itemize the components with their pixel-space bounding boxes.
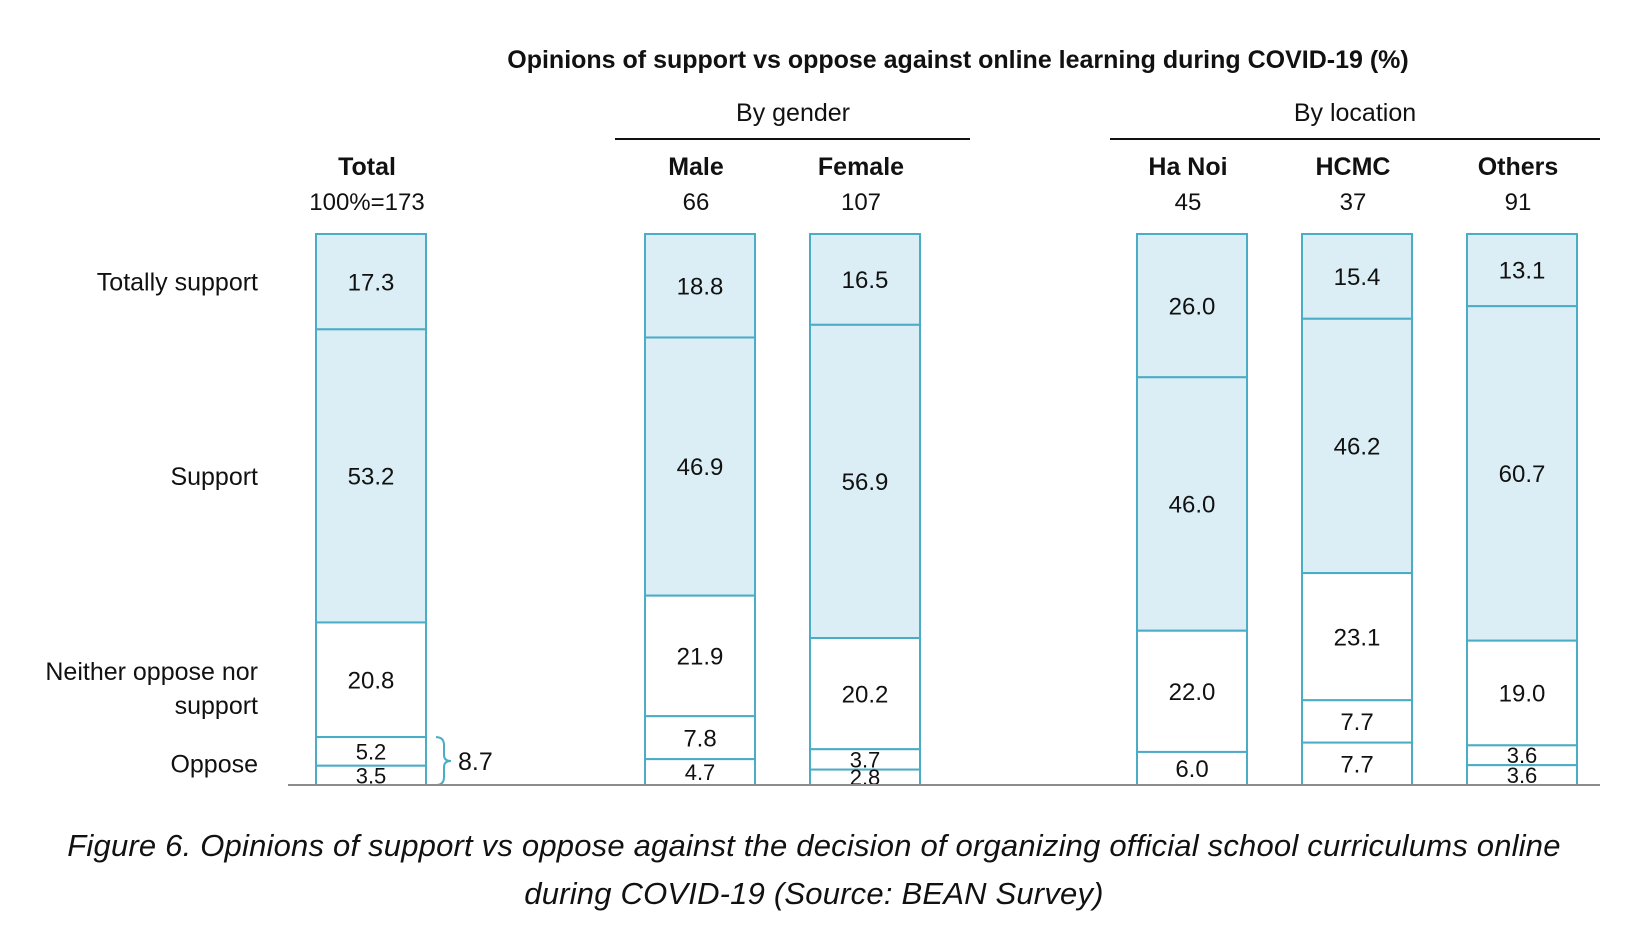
bar-male-totally-support	[644, 233, 756, 339]
bar-hcmc-totally-oppose	[1301, 741, 1413, 786]
bar-male-support	[644, 336, 756, 597]
row-label-neither-oppose-nor: Neither oppose nor	[45, 658, 258, 686]
category-name-others: Others	[1478, 153, 1559, 181]
category-n-ha-noi: 45	[1175, 189, 1202, 216]
label-hcmc-totally-support: 15.4	[1334, 264, 1381, 291]
category-n-total: 100%=173	[309, 189, 424, 216]
label-total-neither-oppose-nor-support: 20.8	[348, 667, 395, 694]
row-label-support: Support	[170, 463, 258, 491]
category-headers: Total 100%=173 Male 66 Female 107 Ha Noi 45 HCMC…	[309, 153, 1558, 216]
category-name-ha-noi: Ha Noi	[1148, 153, 1227, 181]
label-ha-noi-totally-oppose: 6.0	[1175, 756, 1208, 783]
label-female-support: 56.9	[842, 469, 889, 496]
category-name-male: Male	[668, 153, 724, 181]
bar-total-neither-oppose-nor-support	[315, 621, 427, 739]
bar-female-totally-support	[809, 233, 921, 326]
bars: 17.353.220.85.23.518.846.921.97.84.716.5…	[315, 233, 1578, 790]
bar-total-support	[315, 328, 427, 624]
category-n-male: 66	[683, 189, 710, 216]
row-label-support: support	[175, 692, 258, 720]
category-name-female: Female	[818, 153, 904, 181]
row-label-oppose: Oppose	[170, 750, 258, 778]
chart-title: Opinions of support vs oppose against on…	[507, 46, 1408, 74]
label-ha-noi-totally-support: 26.0	[1169, 293, 1216, 320]
label-others-totally-oppose: 3.6	[1507, 763, 1538, 788]
label-ha-noi-support: 46.0	[1169, 492, 1216, 519]
caption-line-2: during COVID-19 (Source: BEAN Survey)	[524, 876, 1104, 911]
bar-male-neither-oppose-nor-support	[644, 594, 756, 718]
label-female-totally-oppose: 2.8	[850, 765, 881, 790]
bar-total-totally-support	[315, 233, 427, 331]
label-male-oppose: 7.8	[683, 725, 716, 752]
brace-total	[435, 736, 452, 786]
label-female-totally-support: 16.5	[842, 267, 889, 294]
label-ha-noi-neither-oppose-nor-support: 22.0	[1169, 679, 1216, 706]
label-male-support: 46.9	[677, 454, 724, 481]
category-name-hcmc: HCMC	[1316, 153, 1391, 181]
bar-ha-noi-totally-oppose	[1136, 750, 1248, 787]
bar-others-support	[1466, 305, 1578, 642]
caption-line-1: Figure 6. Opinions of support vs oppose …	[67, 828, 1561, 863]
bar-others-totally-support	[1466, 233, 1578, 308]
category-name-total: Total	[338, 153, 396, 181]
label-hcmc-oppose: 7.7	[1340, 709, 1373, 736]
annotations: 8.7	[435, 736, 493, 786]
label-female-neither-oppose-nor-support: 20.2	[842, 681, 889, 708]
bar-male-oppose	[644, 715, 756, 761]
row-label-totally-support: Totally support	[97, 269, 258, 297]
label-male-totally-oppose: 4.7	[685, 760, 716, 785]
label-total-totally-support: 17.3	[348, 269, 395, 296]
label-others-support: 60.7	[1499, 461, 1546, 488]
group-label-location: By location	[1294, 99, 1416, 127]
bar-hcmc-oppose	[1301, 699, 1413, 744]
label-male-neither-oppose-nor-support: 21.9	[677, 644, 724, 671]
bar-female-support	[809, 323, 921, 640]
label-hcmc-totally-oppose: 7.7	[1340, 751, 1373, 778]
category-n-others: 91	[1505, 189, 1532, 216]
bar-total-oppose	[315, 736, 427, 767]
label-others-totally-support: 13.1	[1499, 258, 1546, 285]
label-total-support: 53.2	[348, 464, 395, 491]
bar-hcmc-neither-oppose-nor-support	[1301, 572, 1413, 702]
bar-ha-noi-totally-support	[1136, 233, 1248, 379]
bar-ha-noi-neither-oppose-nor-support	[1136, 629, 1248, 753]
bar-others-neither-oppose-nor-support	[1466, 639, 1578, 747]
brace-label-total: 8.7	[458, 748, 493, 776]
label-others-oppose: 3.6	[1507, 743, 1538, 768]
category-n-hcmc: 37	[1340, 189, 1367, 216]
label-hcmc-neither-oppose-nor-support: 23.1	[1334, 624, 1381, 651]
label-hcmc-support: 46.2	[1334, 434, 1381, 461]
row-labels: Totally support Support Neither oppose nor…	[45, 269, 258, 779]
label-total-oppose: 5.2	[356, 739, 387, 764]
label-female-oppose: 3.7	[850, 747, 881, 772]
bar-female-neither-oppose-nor-support	[809, 637, 921, 751]
bar-hcmc-totally-support	[1301, 233, 1413, 320]
bar-ha-noi-support	[1136, 376, 1248, 632]
group-label-gender: By gender	[736, 99, 850, 127]
category-n-female: 107	[841, 189, 881, 216]
label-male-totally-support: 18.8	[677, 273, 724, 300]
label-others-neither-oppose-nor-support: 19.0	[1499, 681, 1546, 708]
figure-caption: Figure 6. Opinions of support vs oppose …	[0, 822, 1628, 918]
